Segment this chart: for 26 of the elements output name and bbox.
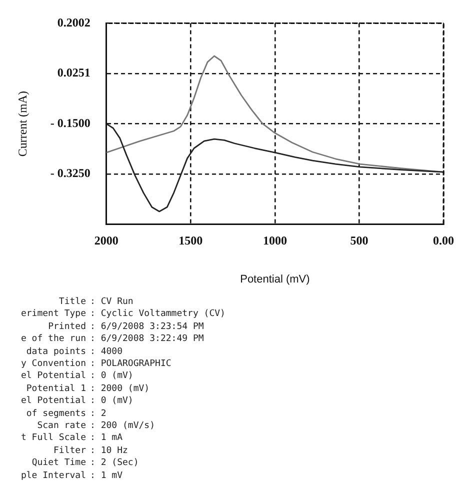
x-tick-label: 0.00 [433, 234, 454, 248]
text: Potential 1 : 2000 (mV) [25, 382, 150, 396]
y-tick-label: - 0.3250 [50, 166, 90, 180]
y-tick-label: - 0.1500 [50, 116, 90, 130]
x-axis-title: Potential (mV) [240, 273, 310, 286]
y-axis-title: Current (mA) [15, 90, 30, 157]
text: e of the run : 6/9/2008 3:22:49 PM [20, 333, 204, 346]
text: Printed : 6/9/2008 3:23:54 PM [47, 320, 204, 334]
x-tick-label: 500 [350, 234, 368, 248]
text: ple Interval : 1 mV [20, 470, 123, 482]
text: Filter : 10 Hz [52, 444, 128, 458]
text: eriment Type : Cyclic Voltammetry (CV) [20, 308, 226, 321]
text: el Potential : 0 (mV) [20, 370, 134, 383]
y-tick-label: 0.2002 [57, 15, 90, 30]
x-tick-label: 2000 [94, 234, 118, 248]
text: Scan rate : 200 (mV/s) [36, 420, 156, 432]
text: el Potential : 0 (mV) [20, 395, 134, 408]
text: t Full Scale : 1 mA [20, 432, 123, 445]
text: of segments : 2 [25, 408, 106, 420]
x-tick-label: 1000 [262, 234, 287, 248]
y-tick-label: 0.0251 [57, 66, 90, 80]
text: y Convention : POLAROGRAPHIC [20, 358, 172, 370]
x-tick-label: 1500 [178, 234, 203, 248]
text: Title : CV Run [58, 296, 134, 308]
text: data points : 4000 [25, 346, 123, 358]
text: Quiet Time : 2 (Sec) [30, 457, 139, 470]
